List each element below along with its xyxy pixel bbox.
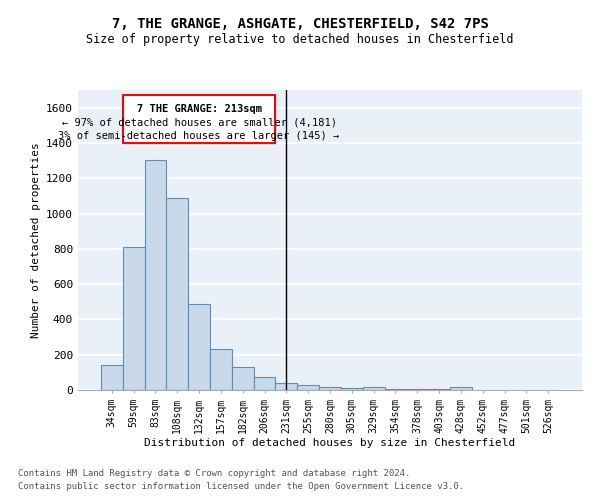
FancyBboxPatch shape	[123, 96, 275, 143]
Text: 7 THE GRANGE: 213sqm: 7 THE GRANGE: 213sqm	[137, 104, 262, 114]
Text: Size of property relative to detached houses in Chesterfield: Size of property relative to detached ho…	[86, 32, 514, 46]
Bar	[450, 387, 472, 390]
Bar	[385, 389, 406, 390]
Bar	[166, 198, 188, 390]
Bar	[428, 389, 450, 390]
Bar	[254, 378, 275, 390]
Bar	[275, 382, 297, 390]
Bar	[363, 388, 385, 390]
Text: Contains public sector information licensed under the Open Government Licence v3: Contains public sector information licen…	[18, 482, 464, 491]
Text: 7, THE GRANGE, ASHGATE, CHESTERFIELD, S42 7PS: 7, THE GRANGE, ASHGATE, CHESTERFIELD, S4…	[112, 18, 488, 32]
Bar	[297, 386, 319, 390]
X-axis label: Distribution of detached houses by size in Chesterfield: Distribution of detached houses by size …	[145, 438, 515, 448]
Bar	[341, 388, 363, 390]
Bar	[232, 366, 254, 390]
Bar	[210, 349, 232, 390]
Bar	[319, 388, 341, 390]
Bar	[188, 304, 210, 390]
Bar	[123, 246, 145, 390]
Y-axis label: Number of detached properties: Number of detached properties	[31, 142, 41, 338]
Text: 3% of semi-detached houses are larger (145) →: 3% of semi-detached houses are larger (1…	[58, 132, 340, 141]
Bar	[406, 389, 428, 390]
Bar	[101, 366, 123, 390]
Bar	[145, 160, 166, 390]
Text: ← 97% of detached houses are smaller (4,181): ← 97% of detached houses are smaller (4,…	[62, 118, 337, 128]
Text: Contains HM Land Registry data © Crown copyright and database right 2024.: Contains HM Land Registry data © Crown c…	[18, 468, 410, 477]
